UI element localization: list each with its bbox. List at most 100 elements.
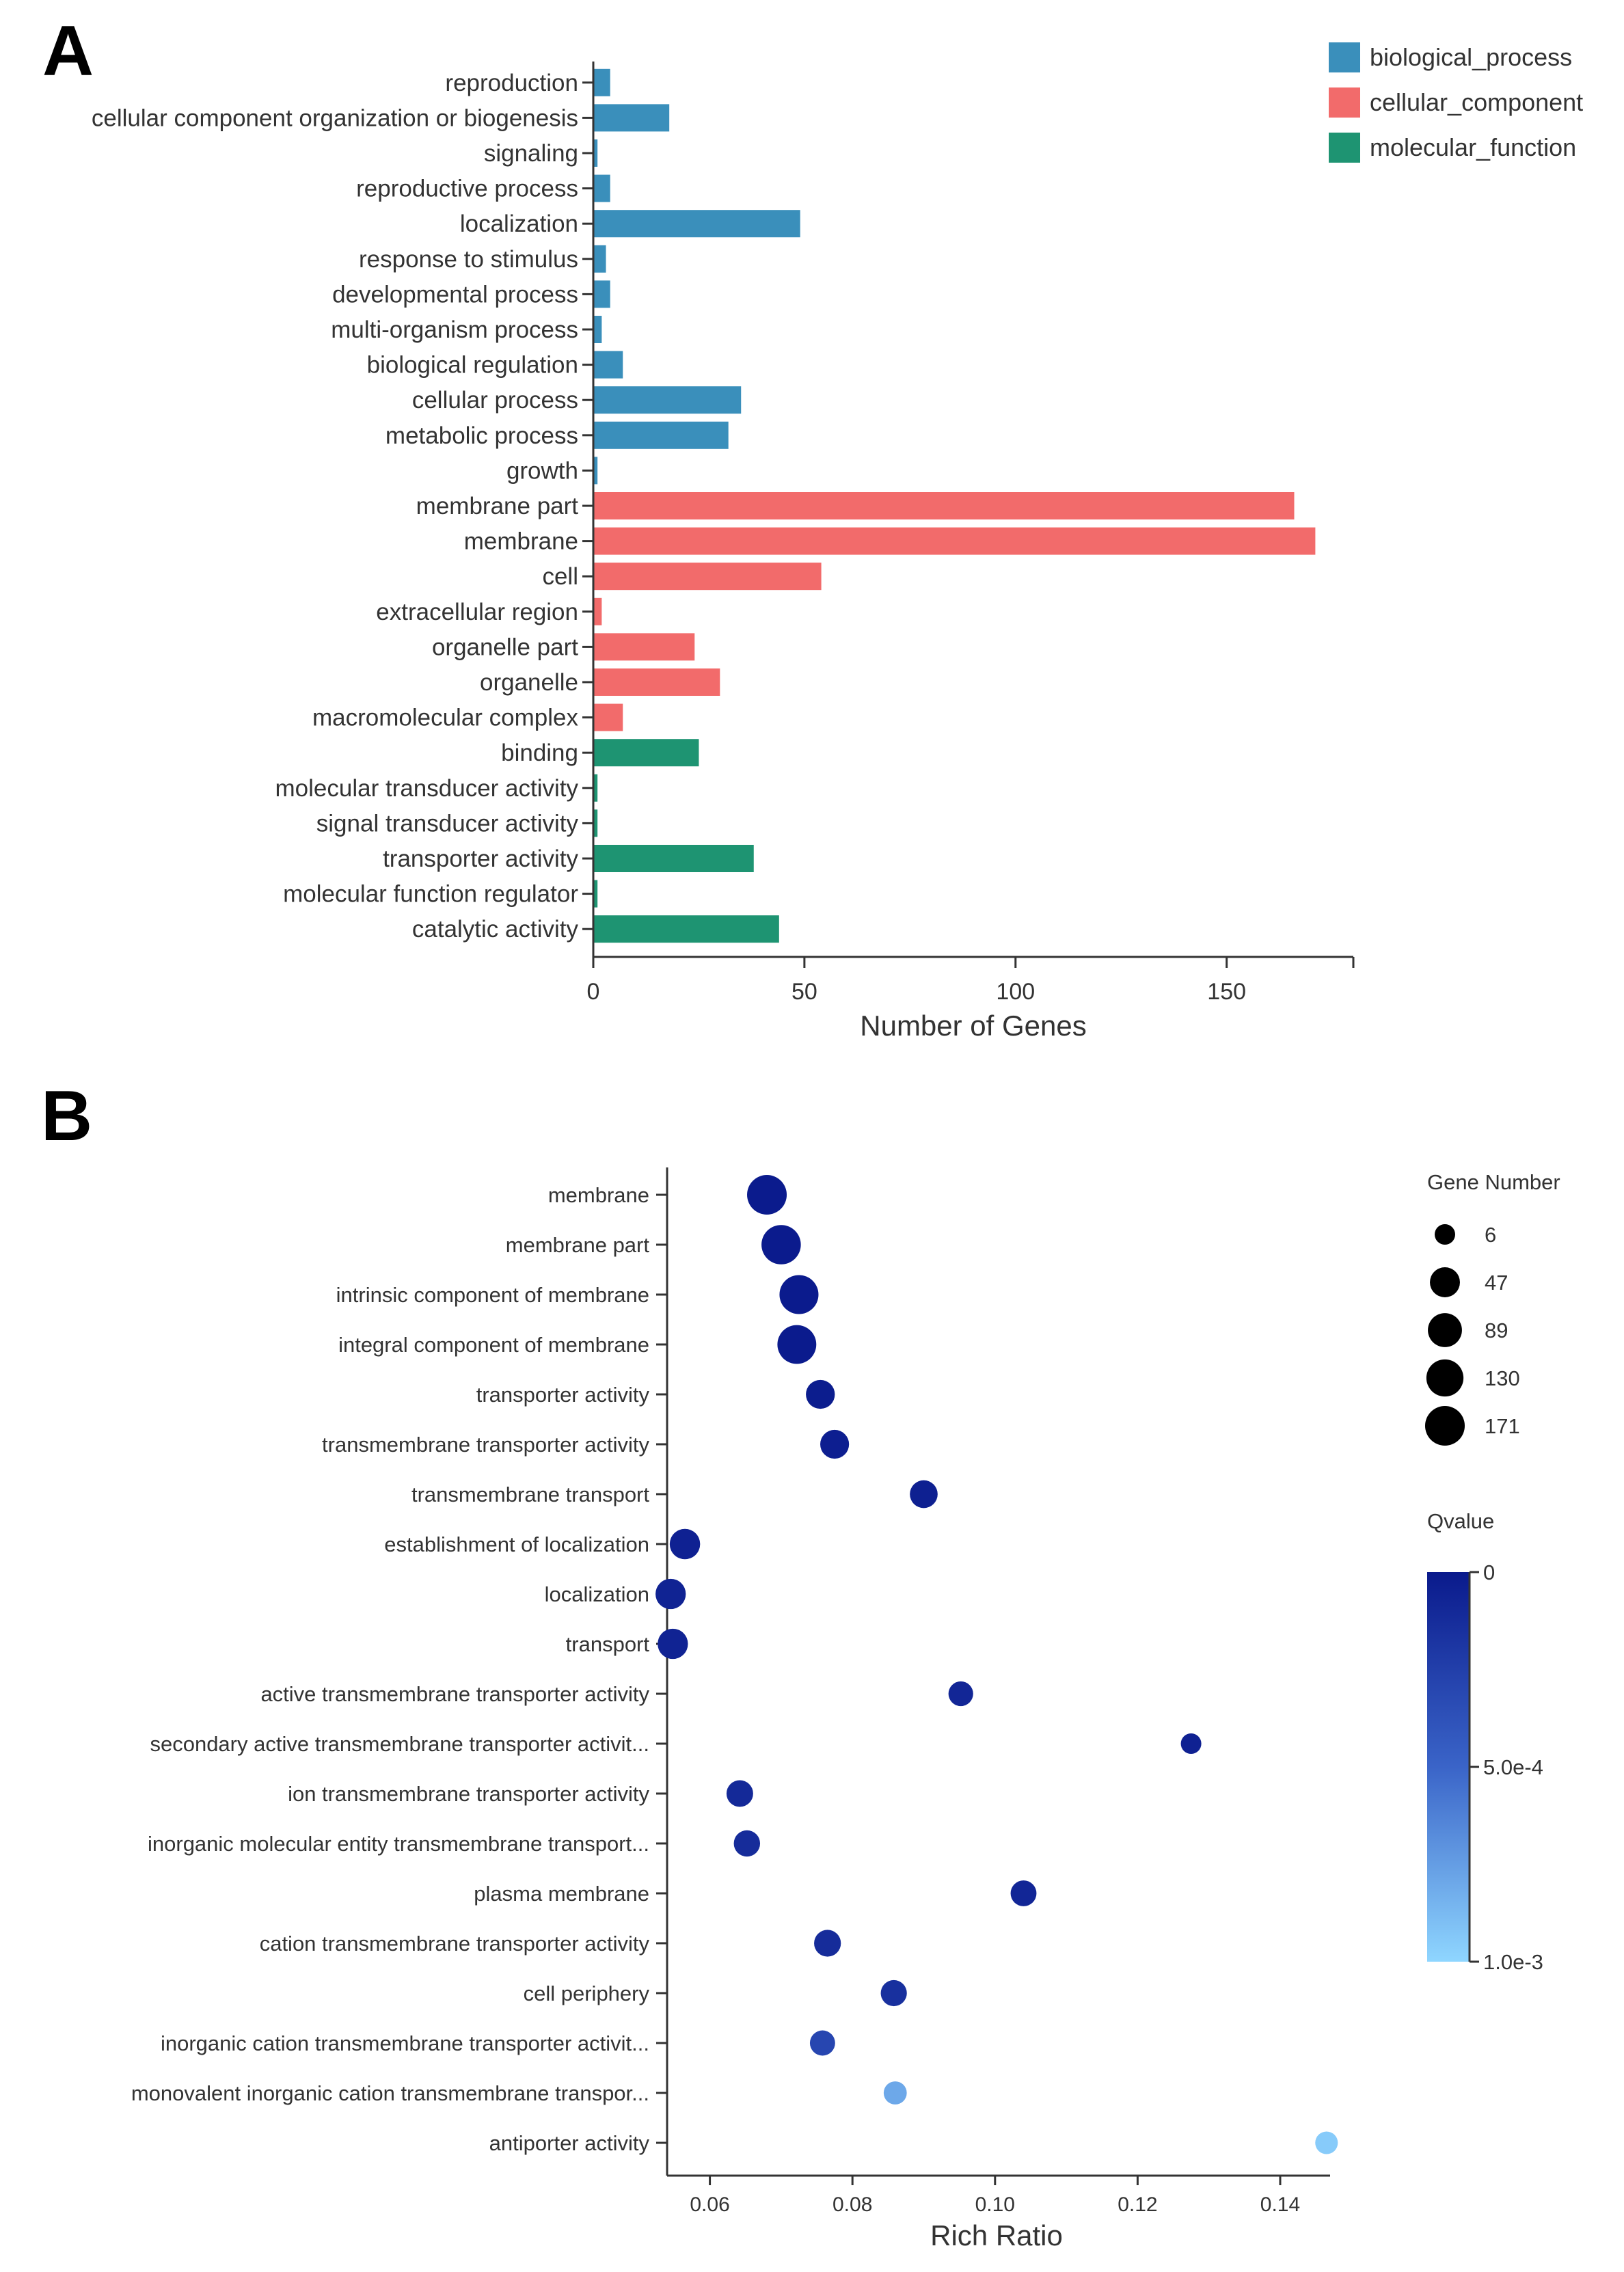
size-legend-dot [1425, 1406, 1465, 1446]
bubble-transport [658, 1628, 688, 1660]
bubble-antiporter-activity [1315, 2131, 1338, 2154]
category-label-metabolic-process: metabolic process [385, 422, 578, 449]
category-label-reproduction: reproduction [445, 70, 578, 96]
bar-membrane [593, 527, 1316, 555]
legend-label-cellular-component: cellular_component [1370, 88, 1583, 116]
bar-response-to-stimulus [593, 245, 606, 273]
bar-extracellular-region [593, 597, 602, 625]
x-axis-title: Number of Genes [860, 1010, 1087, 1042]
x-axis: 0 50 100 150 [587, 62, 1355, 1005]
size-legend-label: 89 [1485, 1318, 1508, 1342]
bar-signaling [593, 139, 598, 167]
size-legend-label: 47 [1485, 1271, 1508, 1295]
term-label-active-transmembrane-transporter-activity: active transmembrane transporter activit… [260, 1682, 649, 1706]
qvalue-colorbar [1427, 1572, 1470, 1962]
x-tick-label: 100 [996, 979, 1035, 1005]
colorbar-tick-label: 5.0e-4 [1483, 1755, 1543, 1779]
bar-organelle-part [593, 633, 695, 661]
gene-number-legend-title: Gene Number [1427, 1170, 1560, 1194]
legend-swatch-molecular-function [1329, 133, 1360, 163]
term-label-ion-transmembrane-transporter-activity: ion transmembrane transporter activity [288, 1782, 649, 1806]
category-label-multi-organism-process: multi-organism process [331, 316, 578, 343]
bar-molecular-transducer-activity [593, 774, 598, 802]
bar-reproductive-process [593, 174, 610, 202]
gene-number-legend: Gene Number 6 47 89 130 171 [1425, 1170, 1560, 1446]
size-legend-dot [1428, 1313, 1462, 1347]
category-label-growth: growth [506, 457, 578, 484]
category-label-cell: cell [542, 563, 578, 590]
bubble-transmembrane-transporter-activity [820, 1429, 850, 1459]
category-label-biological-regulation: biological regulation [367, 352, 578, 379]
size-legend-label: 171 [1485, 1414, 1520, 1438]
category-label-organelle-part: organelle part [432, 634, 578, 660]
bar-membrane-part [593, 492, 1295, 519]
term-label-membrane-part: membrane part [506, 1233, 650, 1257]
bubble-monovalent-inorganic-cation-transmembrane-transpor [883, 2081, 907, 2105]
bar-signal-transducer-activity [593, 809, 598, 837]
bar-molecular-function-regulator [593, 880, 598, 908]
bubble-inorganic-cation-transmembrane-transporter-activit [809, 2030, 835, 2056]
legend-swatch-biological-process [1329, 42, 1360, 72]
term-label-secondary-active-transmembrane-transporter-activit: secondary active transmembrane transport… [150, 1732, 649, 1756]
x-tick-label: 0.06 [690, 2193, 729, 2216]
bar-transporter-activity [593, 845, 754, 872]
term-label-antiporter-activity: antiporter activity [489, 2131, 650, 2155]
bar-organelle [593, 668, 720, 696]
category-label-localization: localization [460, 211, 578, 237]
bubble-transporter-activity [806, 1379, 835, 1409]
bubble-establishment-of-localization [669, 1528, 701, 1560]
term-label-membrane: membrane [548, 1183, 649, 1207]
bubble-ion-transmembrane-transporter-activity [726, 1780, 753, 1807]
x-axis-title: Rich Ratio [930, 2219, 1063, 2251]
bubble-plasma-membrane [1010, 1880, 1037, 1906]
bar-binding [593, 739, 699, 767]
term-label-plasma-membrane: plasma membrane [474, 1882, 649, 1906]
bubble-cell-periphery [880, 1979, 907, 2007]
bubble-transmembrane-transport [910, 1480, 938, 1509]
bar-developmental-process [593, 280, 610, 308]
bar-cellular-process [593, 386, 742, 414]
bar-cellular-component-organization-or-biogenesis [593, 104, 670, 132]
size-legend-label: 6 [1485, 1223, 1496, 1247]
bar-multi-organism-process [593, 316, 602, 343]
term-label-transmembrane-transport: transmembrane transport [411, 1483, 649, 1506]
x-tick-label: 0.14 [1260, 2193, 1300, 2216]
bubble-active-transmembrane-transporter-activity [948, 1681, 973, 1707]
category-label-molecular-function-regulator: molecular function regulator [283, 881, 578, 908]
legend-swatch-cellular-component [1329, 87, 1360, 118]
go-bar-chart: reproduction cellular component organizat… [92, 42, 1583, 1042]
bubble-category-labels: membrane membrane part intrinsic component… [131, 1183, 667, 2155]
x-tick-label: 0.10 [975, 2193, 1015, 2216]
colorbar-tick-label: 1.0e-3 [1483, 1950, 1543, 1974]
bar-category-labels: reproduction cellular component organizat… [92, 70, 593, 943]
term-label-transport: transport [566, 1632, 650, 1656]
bar-reproduction [593, 68, 610, 96]
x-tick-label: 150 [1207, 979, 1246, 1005]
size-legend-dot [1435, 1224, 1455, 1245]
bar-localization [593, 210, 800, 238]
bubble-cation-transmembrane-transporter-activity [814, 1930, 841, 1957]
x-tick-label: 50 [791, 979, 817, 1005]
bubble-intrinsic-component-of-membrane [779, 1275, 819, 1314]
bubble-membrane-part [761, 1225, 801, 1265]
panel-b-label: B [41, 1077, 92, 1156]
axes: 0.06 0.08 0.10 0.12 0.14 [666, 1167, 1330, 2216]
category-label-signaling: signaling [484, 140, 578, 167]
x-tick-label: 0.12 [1118, 2193, 1157, 2216]
term-label-monovalent-inorganic-cation-transmembrane-transpor: monovalent inorganic cation transmembran… [131, 2081, 649, 2105]
category-label-signal-transducer-activity: signal transducer activity [316, 810, 579, 837]
category-label-molecular-transducer-activity: molecular transducer activity [275, 775, 579, 802]
x-tick-label: 0 [587, 979, 600, 1005]
term-label-integral-component-of-membrane: integral component of membrane [338, 1333, 649, 1357]
term-label-transmembrane-transporter-activity: transmembrane transporter activity [322, 1433, 649, 1457]
category-label-response-to-stimulus: response to stimulus [359, 246, 578, 273]
category-label-membrane-part: membrane part [416, 493, 579, 519]
enrichment-bubble-chart: membrane membrane part intrinsic component… [131, 1167, 1560, 2251]
term-label-cell-periphery: cell periphery [524, 1982, 650, 2005]
term-label-inorganic-molecular-entity-transmembrane-transport: inorganic molecular entity transmembrane… [148, 1832, 649, 1856]
bubbles [655, 1175, 1338, 2154]
term-label-transporter-activity: transporter activity [476, 1383, 650, 1407]
bubble-inorganic-molecular-entity-transmembrane-transport [733, 1830, 761, 1857]
size-legend-dot [1430, 1267, 1460, 1297]
